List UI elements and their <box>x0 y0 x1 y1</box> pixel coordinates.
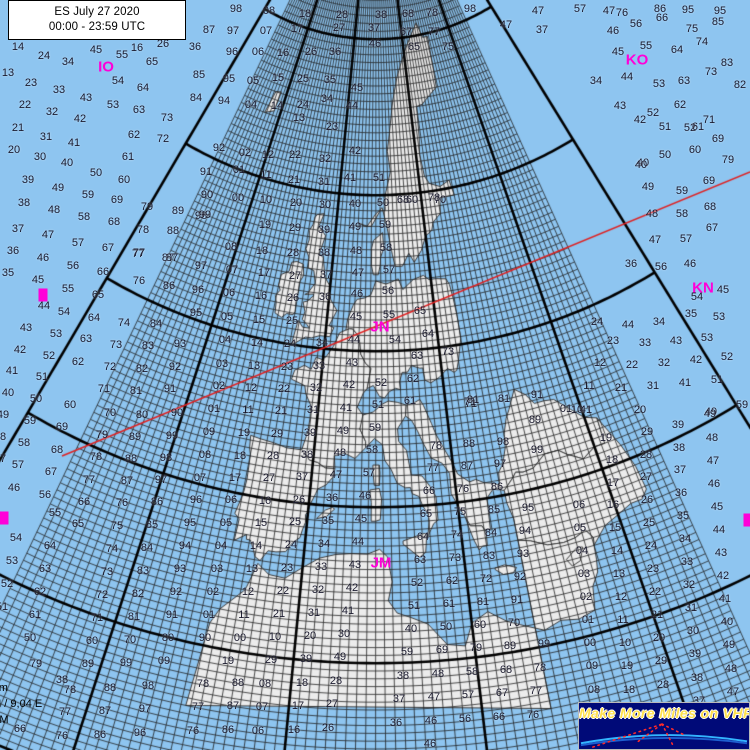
field-tick-marker-1 <box>0 511 9 525</box>
field-marker-kn: KN <box>692 279 714 297</box>
field-marker-io: IO <box>98 58 114 76</box>
field-marker-ko: KO <box>625 51 649 69</box>
banner-propagation-graphic <box>580 723 748 748</box>
title-box: ES July 27 2020 00:00 - 23:59 UTC <box>8 0 186 40</box>
footer-callsign: 47MM <box>0 714 9 726</box>
footer-scale: 00 km <box>0 682 8 694</box>
field-marker-jm: JM <box>370 554 392 572</box>
field-tick-marker-2 <box>743 513 750 527</box>
title-date: ES July 27 2020 <box>54 6 140 18</box>
field-tick-marker-0 <box>38 288 48 302</box>
mmmonvhf-banner[interactable]: Make More Miles on VHF <box>578 702 750 750</box>
banner-text: Make More Miles on VHF <box>579 705 750 721</box>
footer-info: 00 km 52 N / 9,04 E 47MM <box>0 680 42 728</box>
field-marker-jn: JN <box>370 318 390 336</box>
footer-coordinates: 52 N / 9,04 E <box>0 698 43 710</box>
title-timespan: 00:00 - 23:59 UTC <box>48 21 146 33</box>
